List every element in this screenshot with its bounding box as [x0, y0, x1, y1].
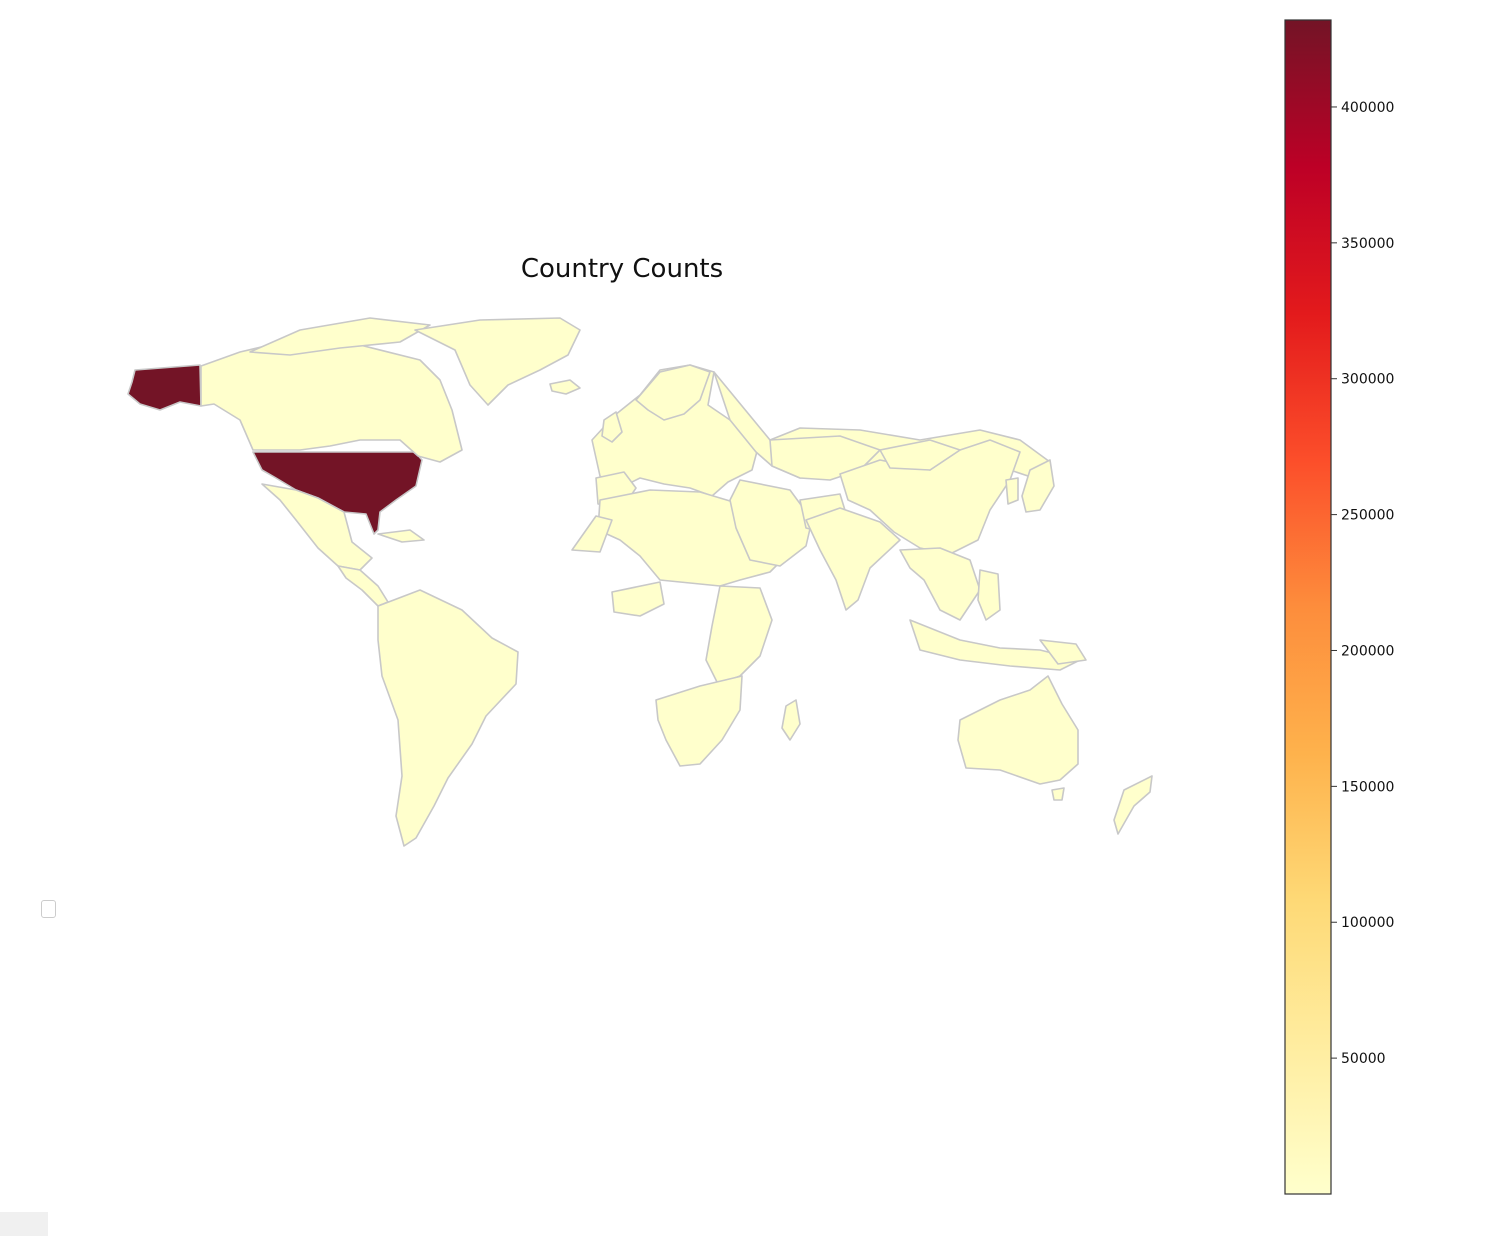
country-philippines	[977, 569, 1001, 621]
country-new-zealand	[1113, 775, 1153, 835]
country-greenland	[414, 317, 581, 406]
country-scandinavia	[635, 364, 711, 421]
country-korea	[1005, 477, 1019, 505]
country-japan	[1021, 459, 1055, 513]
colorbar-tick-label: 200000	[1341, 643, 1394, 659]
country-mongolia	[879, 439, 961, 471]
legend-checkbox[interactable]	[41, 900, 56, 918]
country-great-britain	[601, 411, 623, 443]
colorbar-tick-label: 100000	[1341, 915, 1394, 931]
country-madagascar	[781, 699, 801, 741]
colorbar-tick-label: 300000	[1341, 372, 1394, 388]
colorbar-tick-label: 350000	[1341, 236, 1394, 252]
colorbar-ticks: 50000 100000 150000 200000 250000 300000 35000…	[1331, 100, 1394, 1067]
country-papua	[1039, 639, 1087, 665]
country-cuba	[377, 529, 425, 543]
country-southeast-asia	[899, 547, 981, 621]
country-europe	[591, 364, 761, 497]
colorbar-gradient	[1284, 19, 1332, 1195]
country-arctic-islands	[249, 317, 431, 356]
country-united-states	[127, 364, 202, 411]
colorbar-tick-label: 150000	[1341, 779, 1394, 795]
colorbar-tick-label: 250000	[1341, 508, 1394, 524]
map-title: Country Counts	[521, 254, 723, 284]
country-africa-central	[705, 585, 773, 685]
country-tasmania	[1051, 787, 1065, 801]
country-mexico	[261, 483, 373, 571]
corner-tab	[0, 1212, 48, 1236]
colorbar-tick-label: 50000	[1341, 1051, 1386, 1067]
colorbar-tick-label: 400000	[1341, 100, 1394, 116]
country-india	[805, 507, 901, 611]
country-iceland	[549, 379, 581, 395]
country-central-america	[337, 565, 389, 607]
country-south-america	[377, 589, 519, 847]
country-southern-africa	[655, 675, 743, 767]
country-united-states	[252, 451, 423, 535]
country-africa-west	[611, 581, 665, 617]
country-layer	[127, 317, 1153, 847]
country-middle-east	[729, 479, 813, 567]
country-australia	[957, 675, 1079, 785]
country-indonesia	[909, 619, 1081, 671]
colorbar: 50000 100000 150000 200000 250000 300000 35000…	[1284, 19, 1394, 1195]
country-canada	[200, 337, 463, 463]
country-west-sahara	[571, 515, 613, 553]
